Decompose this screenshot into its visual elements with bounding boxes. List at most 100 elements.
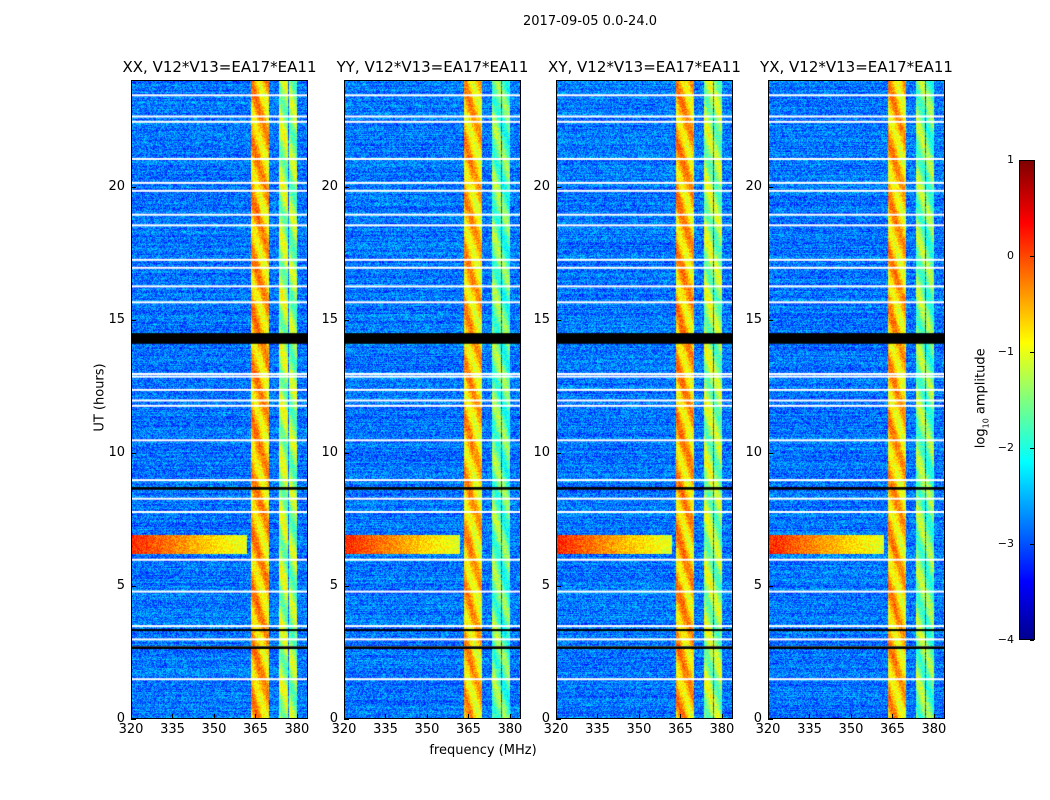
x-tick-mark bbox=[255, 714, 257, 719]
y-tick-label: 5 bbox=[329, 577, 338, 593]
colorbar-tick-mark bbox=[1030, 544, 1034, 545]
x-tick-label: 320 bbox=[543, 722, 569, 737]
y-tick-mark bbox=[344, 452, 349, 454]
colorbar-tick-label: 0 bbox=[1007, 249, 1014, 262]
y-tick-mark bbox=[131, 719, 136, 720]
x-tick-mark bbox=[213, 714, 215, 719]
colorbar-label-log: log bbox=[973, 428, 989, 449]
figure-title: 2017-09-05 0.0-24.0 bbox=[523, 14, 657, 29]
x-tick-mark bbox=[892, 714, 894, 719]
y-tick-mark bbox=[344, 719, 349, 720]
x-tick-mark bbox=[850, 714, 852, 719]
x-tick-label: 380 bbox=[284, 722, 310, 737]
heatmap-image bbox=[132, 81, 307, 718]
x-tick-label: 365 bbox=[243, 722, 268, 737]
y-tick-mark bbox=[131, 585, 136, 587]
colorbar-tick-mark bbox=[1030, 448, 1034, 449]
x-tick-label: 335 bbox=[373, 722, 398, 737]
x-tick-label: 335 bbox=[160, 722, 185, 737]
x-tick-label: 365 bbox=[668, 722, 693, 737]
colorbar-label: log10 amplitude bbox=[974, 318, 991, 478]
y-tick-label: 0 bbox=[541, 711, 550, 726]
y-tick-label: 20 bbox=[321, 178, 338, 194]
y-tick-mark bbox=[131, 452, 136, 454]
x-tick-mark bbox=[426, 714, 428, 719]
x-tick-mark bbox=[809, 714, 811, 719]
x-tick-label: 380 bbox=[709, 722, 735, 737]
x-tick-label: 380 bbox=[497, 722, 523, 737]
colorbar-tick-mark bbox=[1030, 160, 1034, 161]
y-tick-label: 20 bbox=[745, 178, 762, 194]
y-tick-mark bbox=[768, 719, 773, 720]
colorbar-tick-label: −3 bbox=[997, 537, 1014, 550]
y-tick-label: 20 bbox=[533, 178, 550, 194]
x-tick-label: 365 bbox=[456, 722, 481, 737]
y-tick-label: 0 bbox=[329, 711, 338, 726]
y-tick-mark bbox=[556, 319, 561, 321]
x-tick-label: 320 bbox=[755, 722, 781, 737]
y-tick-label: 20 bbox=[108, 178, 125, 194]
y-tick-label: 10 bbox=[321, 444, 338, 460]
y-tick-mark bbox=[344, 585, 349, 587]
y-tick-mark bbox=[768, 585, 773, 587]
x-tick-mark bbox=[597, 714, 599, 719]
heatmap-panel bbox=[344, 80, 521, 719]
y-tick-label: 15 bbox=[108, 311, 125, 327]
y-tick-label: 5 bbox=[116, 577, 125, 593]
x-tick-mark bbox=[768, 714, 769, 719]
x-tick-label: 335 bbox=[585, 722, 610, 737]
y-tick-mark bbox=[556, 719, 561, 720]
colorbar bbox=[1019, 160, 1035, 640]
colorbar-tick-label: −1 bbox=[997, 345, 1014, 358]
x-tick-mark bbox=[344, 714, 345, 719]
x-tick-label: 335 bbox=[797, 722, 822, 737]
x-tick-mark bbox=[721, 714, 723, 719]
y-tick-mark bbox=[556, 585, 561, 587]
x-tick-mark bbox=[468, 714, 470, 719]
x-tick-mark bbox=[509, 714, 511, 719]
x-tick-mark bbox=[172, 714, 174, 719]
heatmap-image bbox=[345, 81, 520, 718]
x-tick-label: 350 bbox=[626, 722, 652, 737]
y-tick-mark bbox=[768, 319, 773, 321]
x-tick-mark bbox=[131, 714, 132, 719]
x-tick-label: 320 bbox=[118, 722, 144, 737]
x-tick-label: 380 bbox=[921, 722, 947, 737]
x-axis-label: frequency (MHz) bbox=[429, 743, 537, 758]
colorbar-tick-label: 1 bbox=[1007, 153, 1014, 166]
x-tick-label: 350 bbox=[414, 722, 440, 737]
heatmap-image bbox=[769, 81, 944, 718]
y-tick-label: 15 bbox=[533, 311, 550, 327]
y-tick-label: 15 bbox=[321, 311, 338, 327]
colorbar-tick-mark bbox=[1030, 640, 1034, 641]
y-tick-label: 10 bbox=[533, 444, 550, 460]
heatmap-panel bbox=[131, 80, 308, 719]
panel-title: YY, V12*V13=EA17*EA11 bbox=[336, 58, 529, 76]
y-tick-label: 5 bbox=[541, 577, 550, 593]
y-tick-mark bbox=[556, 186, 561, 188]
y-tick-mark bbox=[131, 319, 136, 321]
colorbar-tick-mark bbox=[1030, 352, 1034, 353]
x-tick-label: 350 bbox=[201, 722, 227, 737]
x-tick-mark bbox=[296, 714, 298, 719]
y-tick-label: 10 bbox=[108, 444, 125, 460]
y-tick-label: 10 bbox=[745, 444, 762, 460]
y-tick-label: 15 bbox=[745, 311, 762, 327]
y-tick-mark bbox=[131, 186, 136, 188]
y-tick-label: 5 bbox=[753, 577, 762, 593]
y-tick-mark bbox=[344, 186, 349, 188]
x-tick-label: 365 bbox=[880, 722, 905, 737]
x-tick-mark bbox=[680, 714, 682, 719]
panel-title: XX, V12*V13=EA17*EA11 bbox=[122, 58, 317, 76]
x-tick-mark bbox=[933, 714, 935, 719]
colorbar-tick-label: −4 bbox=[997, 633, 1014, 646]
y-tick-label: 0 bbox=[753, 711, 762, 726]
colorbar-tick-label: −2 bbox=[997, 441, 1014, 454]
y-tick-mark bbox=[768, 452, 773, 454]
colorbar-tick-mark bbox=[1030, 256, 1034, 257]
y-axis-label: UT (hours) bbox=[92, 363, 108, 432]
panel-title: YX, V12*V13=EA17*EA11 bbox=[760, 58, 953, 76]
heatmap-panel bbox=[556, 80, 733, 719]
y-tick-mark bbox=[556, 452, 561, 454]
